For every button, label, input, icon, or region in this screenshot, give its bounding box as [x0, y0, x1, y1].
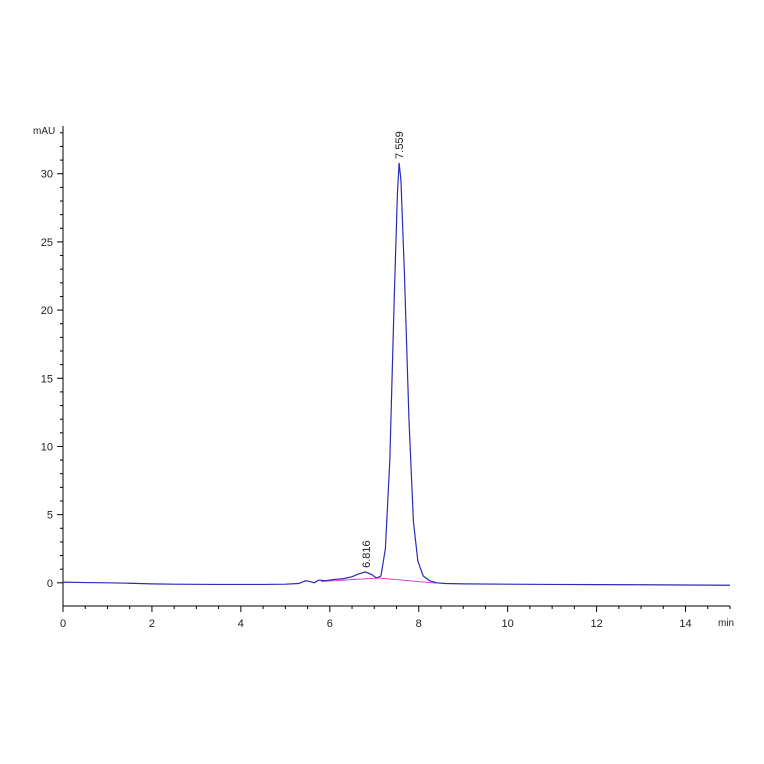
x-tick-label: 14	[679, 618, 691, 630]
x-tick-label: 0	[60, 618, 66, 630]
y-tick-label: 30	[41, 169, 53, 181]
x-tick-label: 4	[238, 618, 244, 630]
axes: 0 5 10 15 20 25 30 0 2 4 6 8 10 12 14 mAU min	[33, 126, 734, 630]
baseline-segment	[320, 577, 379, 582]
peak-labels: 6.816 7.559	[361, 131, 406, 568]
y-tick-label: 25	[41, 237, 53, 249]
signal-trace	[62, 162, 731, 586]
x-tick-label: 8	[416, 618, 422, 630]
x-tick-label: 12	[590, 618, 602, 630]
x-tick-label: 10	[502, 618, 514, 630]
y-tick-label: 0	[47, 578, 53, 590]
x-unit-label: min	[718, 618, 734, 629]
peak-label: 6.816	[361, 540, 373, 568]
baseline-segment	[378, 577, 437, 584]
y-tick-label: 5	[47, 510, 53, 522]
integration-baselines	[320, 577, 437, 584]
signal-line	[62, 162, 731, 586]
x-tick-label: 2	[149, 618, 155, 630]
y-unit-label: mAU	[33, 126, 55, 137]
y-tick-label: 20	[41, 305, 53, 317]
y-tick-label: 10	[41, 441, 53, 453]
x-tick-label: 6	[327, 618, 333, 630]
peak-label: 7.559	[394, 131, 406, 159]
y-tick-label: 15	[41, 373, 53, 385]
